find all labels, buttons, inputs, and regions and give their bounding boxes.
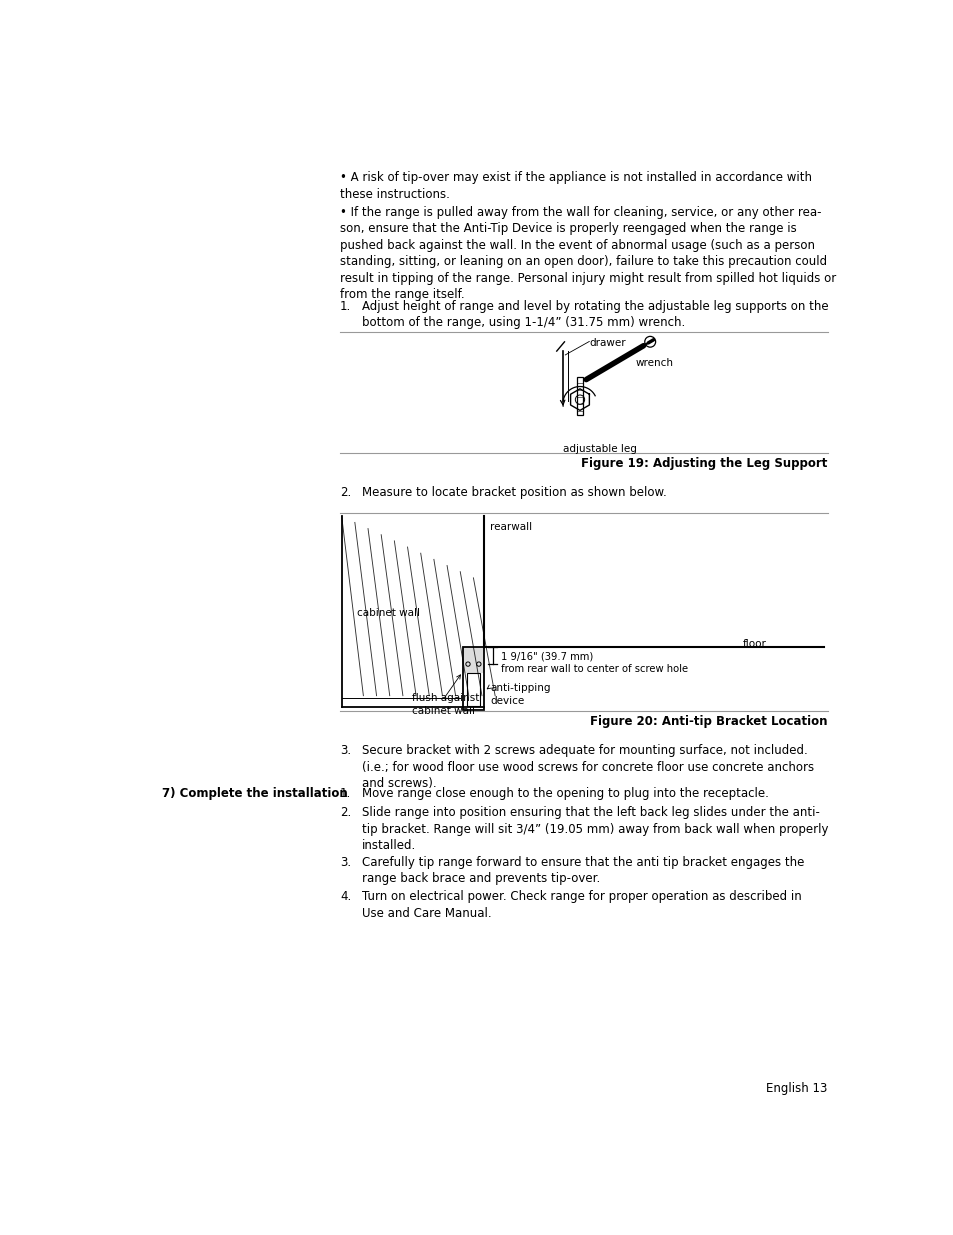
Text: 3.: 3. bbox=[340, 856, 351, 869]
Text: adjustable leg: adjustable leg bbox=[562, 443, 637, 454]
Text: Measure to locate bracket position as shown below.: Measure to locate bracket position as sh… bbox=[361, 487, 666, 499]
Text: 4.: 4. bbox=[340, 890, 351, 904]
Text: 7) Complete the installation: 7) Complete the installation bbox=[162, 787, 347, 799]
Bar bbox=[467, 673, 479, 705]
Text: Slide range into position ensuring that the left back leg slides under the anti-: Slide range into position ensuring that … bbox=[361, 806, 827, 852]
Text: 2.: 2. bbox=[340, 487, 351, 499]
Text: English 13: English 13 bbox=[765, 1082, 827, 1095]
Text: Figure 19: Adjusting the Leg Support: Figure 19: Adjusting the Leg Support bbox=[580, 457, 827, 471]
Text: Carefully tip range forward to ensure that the anti tip bracket engages the
rang: Carefully tip range forward to ensure th… bbox=[361, 856, 803, 885]
Text: Secure bracket with 2 screws adequate for mounting surface, not included.
(i.e.;: Secure bracket with 2 screws adequate fo… bbox=[361, 745, 813, 790]
Text: Figure 20: Anti-tip Bracket Location: Figure 20: Anti-tip Bracket Location bbox=[590, 715, 827, 727]
Text: Move range close enough to the opening to plug into the receptacle.: Move range close enough to the opening t… bbox=[361, 787, 768, 799]
Text: floor: floor bbox=[741, 640, 765, 650]
Text: • If the range is pulled away from the wall for cleaning, service, or any other : • If the range is pulled away from the w… bbox=[340, 206, 836, 301]
Text: 1.: 1. bbox=[340, 787, 351, 799]
Bar bbox=[577, 377, 582, 415]
Text: rearwall: rearwall bbox=[489, 522, 531, 532]
Text: wrench: wrench bbox=[635, 358, 673, 368]
Text: 3.: 3. bbox=[340, 745, 351, 757]
Text: drawer: drawer bbox=[589, 338, 625, 348]
Text: flush against
cabinet wall: flush against cabinet wall bbox=[412, 693, 479, 716]
Text: cabinet wall: cabinet wall bbox=[356, 608, 419, 618]
Text: Turn on electrical power. Check range for proper operation as described in
Use a: Turn on electrical power. Check range fo… bbox=[361, 890, 801, 920]
Text: 1 9/16" (39.7 mm)
from rear wall to center of screw hole: 1 9/16" (39.7 mm) from rear wall to cent… bbox=[500, 651, 687, 674]
Text: • A risk of tip-over may exist if the appliance is not installed in accordance w: • A risk of tip-over may exist if the ap… bbox=[340, 172, 811, 201]
Text: Adjust height of range and level by rotating the adjustable leg supports on the
: Adjust height of range and level by rota… bbox=[361, 300, 827, 330]
Text: anti-tipping
device: anti-tipping device bbox=[490, 683, 551, 706]
Bar bbox=[462, 647, 484, 673]
Text: 2.: 2. bbox=[340, 806, 351, 819]
Bar bbox=[462, 647, 484, 710]
Text: 1.: 1. bbox=[340, 300, 351, 312]
